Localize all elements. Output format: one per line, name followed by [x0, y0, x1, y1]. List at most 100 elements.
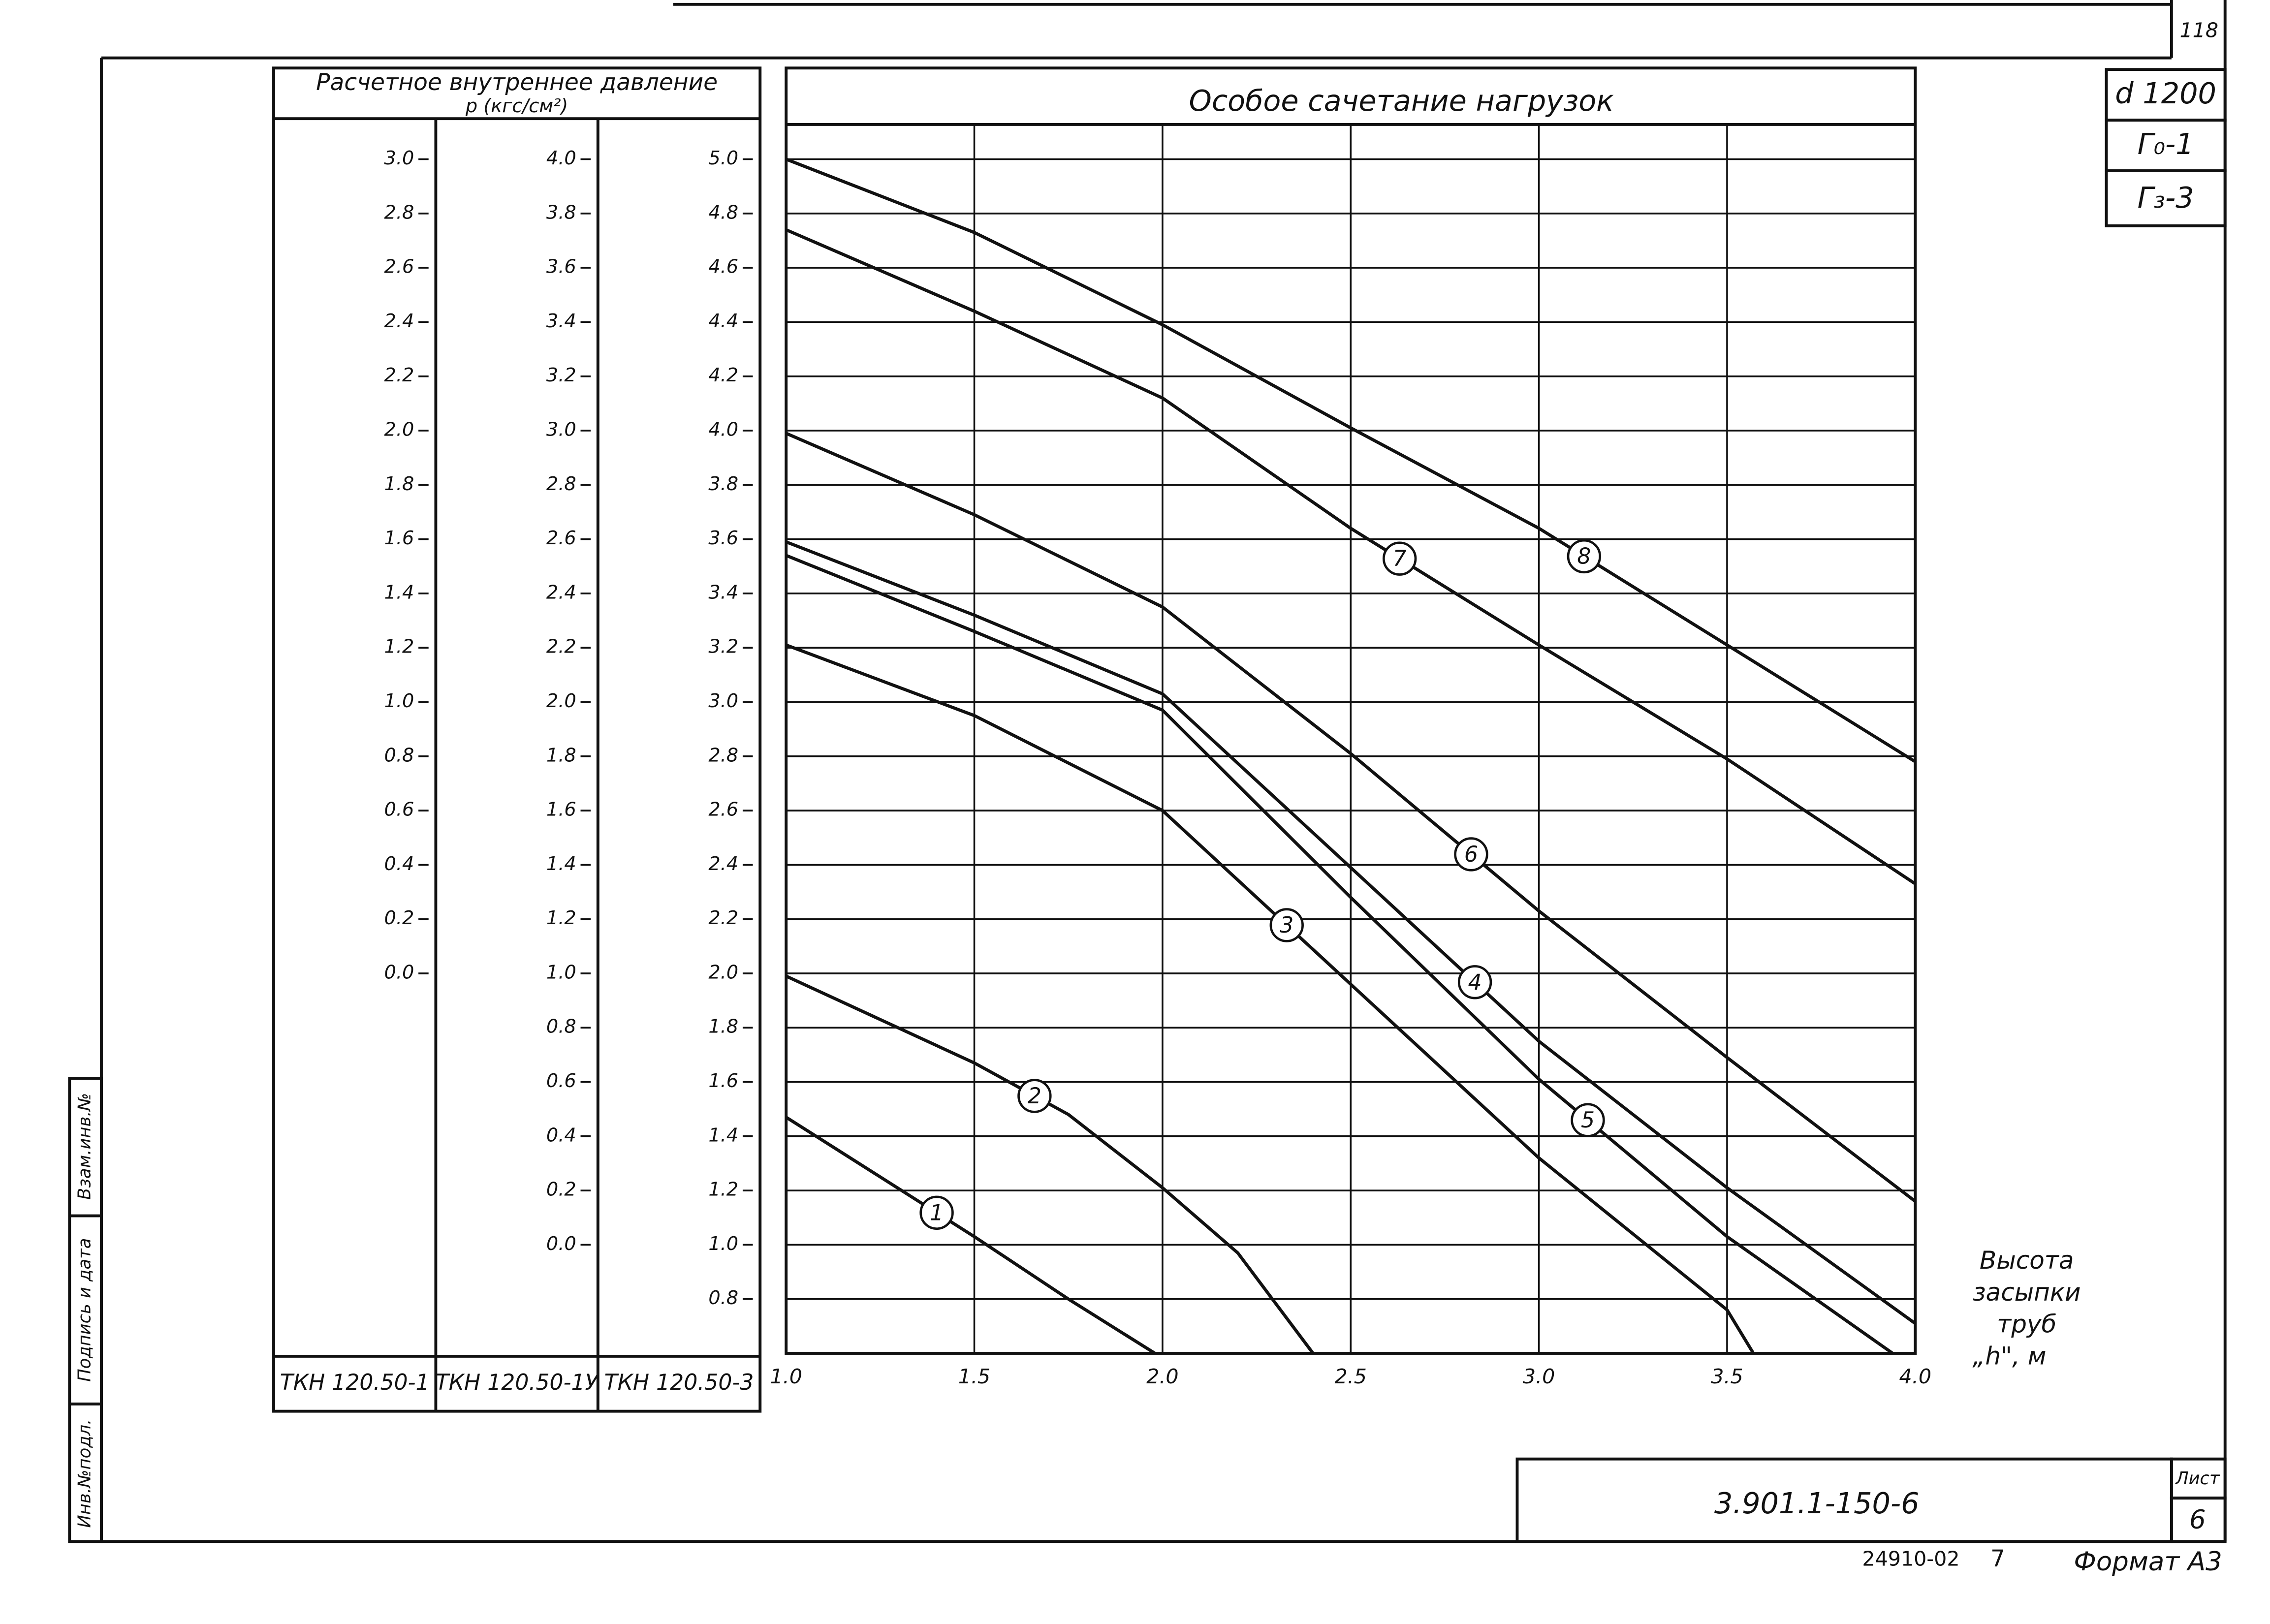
y-tick-label: 0.6: [546, 1070, 576, 1092]
curve-label: 5: [1581, 1108, 1595, 1133]
y-tick-label: 1.4: [708, 1124, 738, 1146]
stamp-text: Подпись и дата: [75, 1238, 95, 1382]
x-tick-label: 1.5: [958, 1365, 990, 1388]
y-tick-label: 0.0: [546, 1233, 576, 1255]
document-code: 3.901.1-150-6: [1714, 1486, 1920, 1520]
x-tick-label: 2.5: [1335, 1365, 1367, 1388]
x-axis-label: засыпки: [1973, 1278, 2081, 1307]
curve-label-circle: [1457, 965, 1492, 999]
curve: [785, 974, 1315, 1354]
y-tick-label: 1.0: [384, 690, 414, 712]
y-tick-label: 2.4: [546, 582, 576, 603]
curve: [786, 643, 1755, 1354]
x-axis-label: Высота: [1980, 1246, 2074, 1275]
y-tick-label: 1.4: [384, 582, 414, 603]
y-tick-label: 2.2: [546, 636, 576, 658]
curve-label: 4: [1468, 970, 1482, 995]
y-tick-label: 3.4: [708, 582, 738, 603]
table-unit: р (кгс/см²): [465, 95, 568, 117]
y-tick-label: 5.0: [708, 148, 738, 169]
x-tick-label: 1.0: [770, 1365, 802, 1388]
y-tick-label: 3.8: [546, 202, 576, 223]
curve: [786, 540, 1917, 1325]
curve-label-circle: [919, 1195, 954, 1230]
y-tick-label: 3.6: [708, 528, 738, 549]
curve: [785, 1116, 1156, 1355]
y-tick-label: 2.6: [546, 528, 576, 549]
y-tick-label: 0.8: [546, 1016, 576, 1038]
y-tick-label: 3.4: [546, 311, 576, 332]
curve-label-circle: [1017, 1079, 1052, 1113]
y-tick-label: 1.0: [546, 962, 576, 983]
y-tick-label: 1.0: [708, 1233, 738, 1255]
y-tick-label: 0.2: [384, 907, 414, 929]
y-tick-label: 3.0: [384, 148, 414, 169]
curve: [785, 554, 1894, 1355]
curve-label: 3: [1280, 913, 1293, 938]
y-tick-label: 0.8: [708, 1287, 738, 1309]
stamp: [68, 1077, 103, 1543]
curve-label: 2: [1028, 1084, 1041, 1109]
table-header: Расчетное внутреннее давление: [316, 69, 718, 96]
curve-label-circle: [1382, 541, 1417, 576]
y-tick-label: 4.0: [546, 148, 576, 169]
curve-label: 7: [1393, 546, 1407, 571]
chart-title: Особое сачетание нагрузок: [1189, 84, 1614, 118]
stamp-text: Инв.№подл.: [75, 1419, 95, 1528]
y-tick-label: 3.2: [546, 365, 576, 386]
y-tick-label: 1.6: [546, 799, 576, 821]
x-tick-label: 4.0: [1899, 1365, 1931, 1388]
y-tick-label: 3.0: [708, 690, 738, 712]
y-tick-label: 2.0: [708, 962, 738, 983]
y-tick-label: 3.6: [546, 256, 576, 278]
y-tick-label: 4.8: [708, 202, 738, 223]
y-tick-label: 3.2: [708, 636, 738, 658]
diameter: d 1200: [2115, 76, 2216, 110]
y-tick-label: 1.8: [708, 1016, 738, 1038]
ground-type: Г₃-3: [2138, 181, 2194, 215]
y-tick-label: 3.0: [546, 419, 576, 441]
y-tick-label: 2.4: [384, 311, 414, 332]
y-tick-label: 1.8: [384, 473, 414, 495]
y-tick-label: 2.2: [708, 907, 738, 929]
curve-label-circle: [1567, 539, 1602, 574]
y-tick-label: 2.2: [384, 365, 414, 386]
y-tick-label: 0.4: [384, 853, 414, 875]
y-tick-label: 4.6: [708, 256, 738, 278]
curve-label: 6: [1464, 842, 1478, 867]
x-tick-label: 3.5: [1711, 1365, 1743, 1388]
y-tick-label: 0.2: [546, 1179, 576, 1201]
y-tick-label: 2.6: [384, 256, 414, 278]
curve-label-circle: [1269, 908, 1304, 942]
scale-name: ТКН 120.50-3: [604, 1370, 754, 1395]
y-tick-label: 2.8: [384, 202, 414, 223]
y-tick-label: 4.4: [708, 311, 738, 332]
x-tick-label: 2.0: [1146, 1365, 1178, 1388]
y-tick-label: 1.2: [546, 907, 576, 929]
scale-name: ТКН 120.50-1У: [436, 1370, 600, 1395]
x-axis-label: труб: [1997, 1310, 2056, 1339]
x-tick-label: 3.0: [1523, 1365, 1555, 1388]
x-axis-label: „h", м: [1972, 1342, 2046, 1370]
scale-name: ТКН 120.50-1: [280, 1370, 430, 1395]
y-tick-label: 2.6: [708, 799, 738, 821]
archive-number: 24910-02: [1862, 1547, 1959, 1571]
y-tick-label: 1.2: [708, 1179, 738, 1201]
curve: [786, 157, 1916, 763]
stamp-text: Взам.инв.№: [75, 1093, 95, 1200]
y-tick-label: 2.8: [708, 745, 738, 766]
curve: [785, 432, 1917, 1203]
y-tick-label: 1.8: [546, 745, 576, 766]
ground-type: Г₀-1: [2138, 127, 2194, 161]
y-tick-label: 2.4: [708, 853, 738, 875]
copy-number: 7: [1990, 1545, 2005, 1572]
y-tick-label: 3.8: [708, 473, 738, 495]
curve-label: 8: [1577, 544, 1591, 569]
info-box: [2105, 169, 2227, 227]
format: Формат А3: [2074, 1547, 2222, 1577]
pressure-table: [272, 66, 762, 1413]
y-tick-label: 0.0: [384, 962, 414, 983]
y-tick-label: 2.0: [546, 690, 576, 712]
